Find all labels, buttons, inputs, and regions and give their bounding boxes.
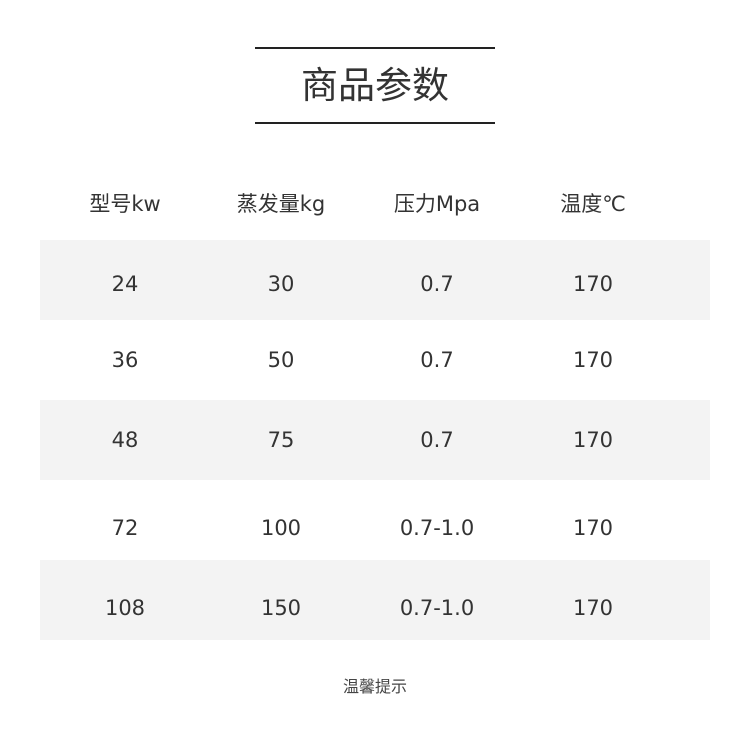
tips-label: 温馨提示	[342, 677, 407, 696]
table-cell: 108	[104, 596, 146, 620]
column-header: 温度℃	[560, 192, 626, 216]
table-cell: 0.7	[420, 348, 454, 372]
column-header: 压力Mpa	[393, 192, 481, 216]
table-cell: 170	[572, 516, 614, 540]
table-cell: 0.7-1.0	[399, 596, 475, 620]
table-cell: 0.7	[420, 272, 454, 296]
table-row: 24 30 0.7 170	[40, 240, 710, 320]
table-cell: 150	[260, 596, 302, 620]
table-cell: 36	[111, 348, 139, 372]
table-cell: 50	[267, 348, 295, 372]
table-cell: 30	[267, 272, 295, 296]
page-title: 商品参数	[301, 64, 449, 107]
table-row: 108 150 0.7-1.0 170	[40, 560, 710, 640]
table-cell: 170	[572, 596, 614, 620]
table-cell: 170	[572, 348, 614, 372]
column-header: 蒸发量kg	[236, 192, 326, 216]
table-cell: 48	[111, 428, 139, 452]
table-cell: 24	[111, 272, 139, 296]
table-header: 型号kw 蒸发量kg 压力Mpa 温度℃	[40, 160, 710, 240]
table-row: 36 50 0.7 170	[40, 320, 710, 400]
table-cell: 100	[260, 516, 302, 540]
table-cell: 0.7-1.0	[399, 516, 475, 540]
column-header: 型号kw	[89, 192, 161, 216]
table-cell: 170	[572, 272, 614, 296]
table-row: 48 75 0.7 170	[40, 400, 710, 480]
title-bottom-rule	[255, 122, 495, 124]
table-cell: 75	[267, 428, 295, 452]
table-cell: 0.7	[420, 428, 454, 452]
title-top-rule	[255, 47, 495, 49]
table-cell: 72	[111, 516, 139, 540]
table-row: 72 100 0.7-1.0 170	[40, 480, 710, 560]
table-cell: 170	[572, 428, 614, 452]
